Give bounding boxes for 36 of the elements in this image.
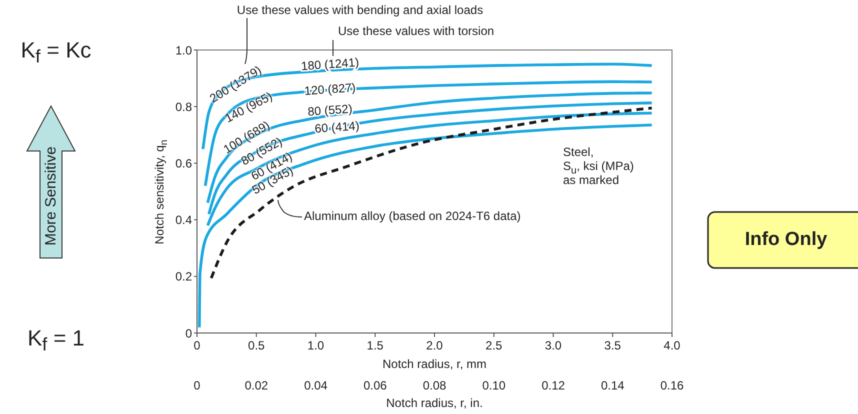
annotation: 120 (827)	[304, 80, 356, 98]
x-tick-label: 3.5	[604, 338, 622, 353]
y-tick-label: 0.8	[175, 100, 192, 114]
text: Aluminum alloy (based on 2024-T6 data)	[304, 209, 521, 223]
x2-tick-label: 0.12	[542, 378, 566, 393]
annotation: 180 (1241)	[300, 55, 360, 74]
x2-tick-label: 0.02	[244, 378, 268, 393]
text: K$_{f}$ = Kc	[20, 37, 92, 67]
x-tick-label: 2.5	[486, 338, 503, 353]
y-tick-label: 0.6	[175, 156, 192, 170]
y-tick-label: 0.4	[175, 213, 192, 228]
annotation: 80 (552)	[307, 102, 353, 119]
text: Use these values with torsion	[338, 24, 494, 39]
x2-tick-label: 0.06	[363, 378, 388, 393]
x-tick-label: 3.0	[544, 338, 562, 353]
annotation: 60 (414)	[314, 118, 360, 136]
x-tick-label: 4.0	[664, 338, 681, 353]
text: Use these values with bending and axial loads	[236, 3, 484, 18]
x2-tick-label: 0.08	[422, 378, 446, 393]
x2-tick-label: 0.16	[660, 378, 684, 393]
x2-tick-label: 0.14	[600, 378, 625, 393]
y-tick-label: 0.2	[175, 270, 192, 284]
x-tick-label: 0.5	[248, 338, 266, 353]
text: Info Only	[744, 229, 828, 251]
x-tick-label: 1.5	[366, 338, 384, 353]
x2-tick-label: 0.04	[304, 378, 328, 393]
x-tick-label: 2.0	[426, 338, 444, 353]
y-tick-label: 1.0	[175, 43, 192, 58]
x2-tick-label: 0.10	[482, 378, 506, 393]
y-tick-label: 0	[185, 326, 192, 340]
text: More Sensitive	[42, 146, 60, 246]
x-tick-label: 1.0	[307, 338, 324, 353]
x-axis-title: Notch radius, r, mm	[382, 357, 487, 372]
annotation: Steel,	[563, 145, 594, 159]
text: K$_{f}$ = 1	[27, 325, 85, 355]
x2-axis-title: Notch radius, r, in.	[386, 396, 483, 411]
